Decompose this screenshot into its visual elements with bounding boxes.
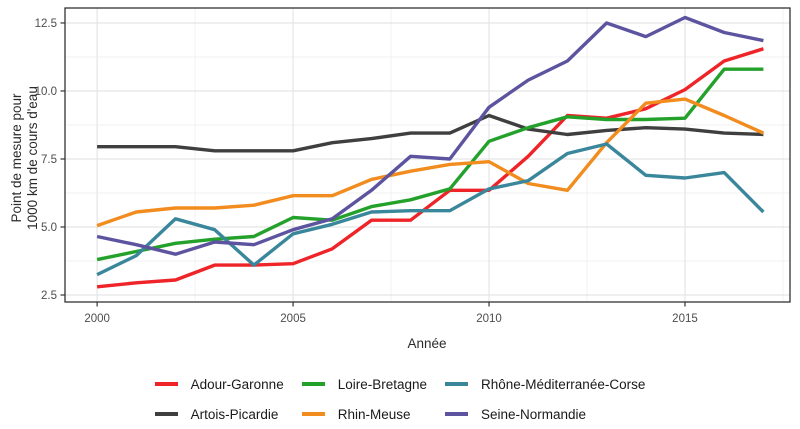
legend-line-swatch [154,382,178,386]
series-line-Seine-Normandie [96,15,764,256]
x-tick-label: 2015 [672,313,698,325]
panel-border [64,7,791,303]
legend: Adour-Garonne Artois-Picardie Loire-Bret… [0,372,800,426]
y-axis-title-line1: Point de mesure pour [9,93,24,223]
legend-label: Adour-Garonne [190,376,284,392]
legend-label: Rhin-Meuse [337,406,411,422]
x-tick-label: 2000 [84,313,110,325]
y-axis-title: Point de mesure pour 1000 km de cours d'… [9,48,43,268]
series-line-Adour-Garonne [96,47,764,289]
legend-item-adour-garonne: Adour-Garonne [154,376,284,392]
legend-label: Artois-Picardie [190,406,279,422]
legend-grid: Adour-Garonne Artois-Picardie Loire-Bret… [154,372,645,426]
plot-panel [65,8,790,302]
y-axis-title-line2: 1000 km de cours d'eau [25,86,40,230]
legend-item-seine-normandie: Seine-Normandie [445,407,645,422]
line-chart-canvas: 2000 2005 2010 2015 2.5 5.0 7.5 10.0 12.5 [35,7,791,325]
x-axis-title: Année [407,336,447,351]
legend-item-rhin-meuse: Rhin-Meuse [301,406,427,422]
legend-label: Loire-Bretagne [337,376,428,392]
legend-label: Rhône-Méditerranée-Corse [481,376,646,392]
y-tick-label: 7.5 [41,154,57,166]
series-line-Rhin-Meuse [96,97,765,228]
legend-line-swatch [445,382,469,386]
series-line-Loire-Bretagne [96,67,764,262]
legend-line-swatch [154,412,178,416]
series-line-Artois-Picardie [97,113,764,153]
y-tick-label: 5.0 [41,222,57,234]
legend-item-artois-picardie: Artois-Picardie [154,406,284,422]
legend-label: Seine-Normandie [481,406,587,422]
legend-line-swatch [445,412,469,416]
y-tick-label: 12.5 [35,18,57,30]
y-tick-label: 2.5 [41,290,57,302]
legend-line-swatch [301,382,325,386]
legend-item-loire-bretagne: Loire-Bretagne [301,376,428,392]
y-tick-label: 10.0 [35,86,57,98]
x-tick-label: 2010 [476,313,502,325]
x-tick-label: 2005 [280,313,306,325]
series-line-Rhône-Méditerranée-Corse [96,142,765,277]
legend-item-rhone-mediterranee-corse: Rhône-Méditerranée-Corse [445,377,645,392]
legend-line-swatch [301,412,325,416]
